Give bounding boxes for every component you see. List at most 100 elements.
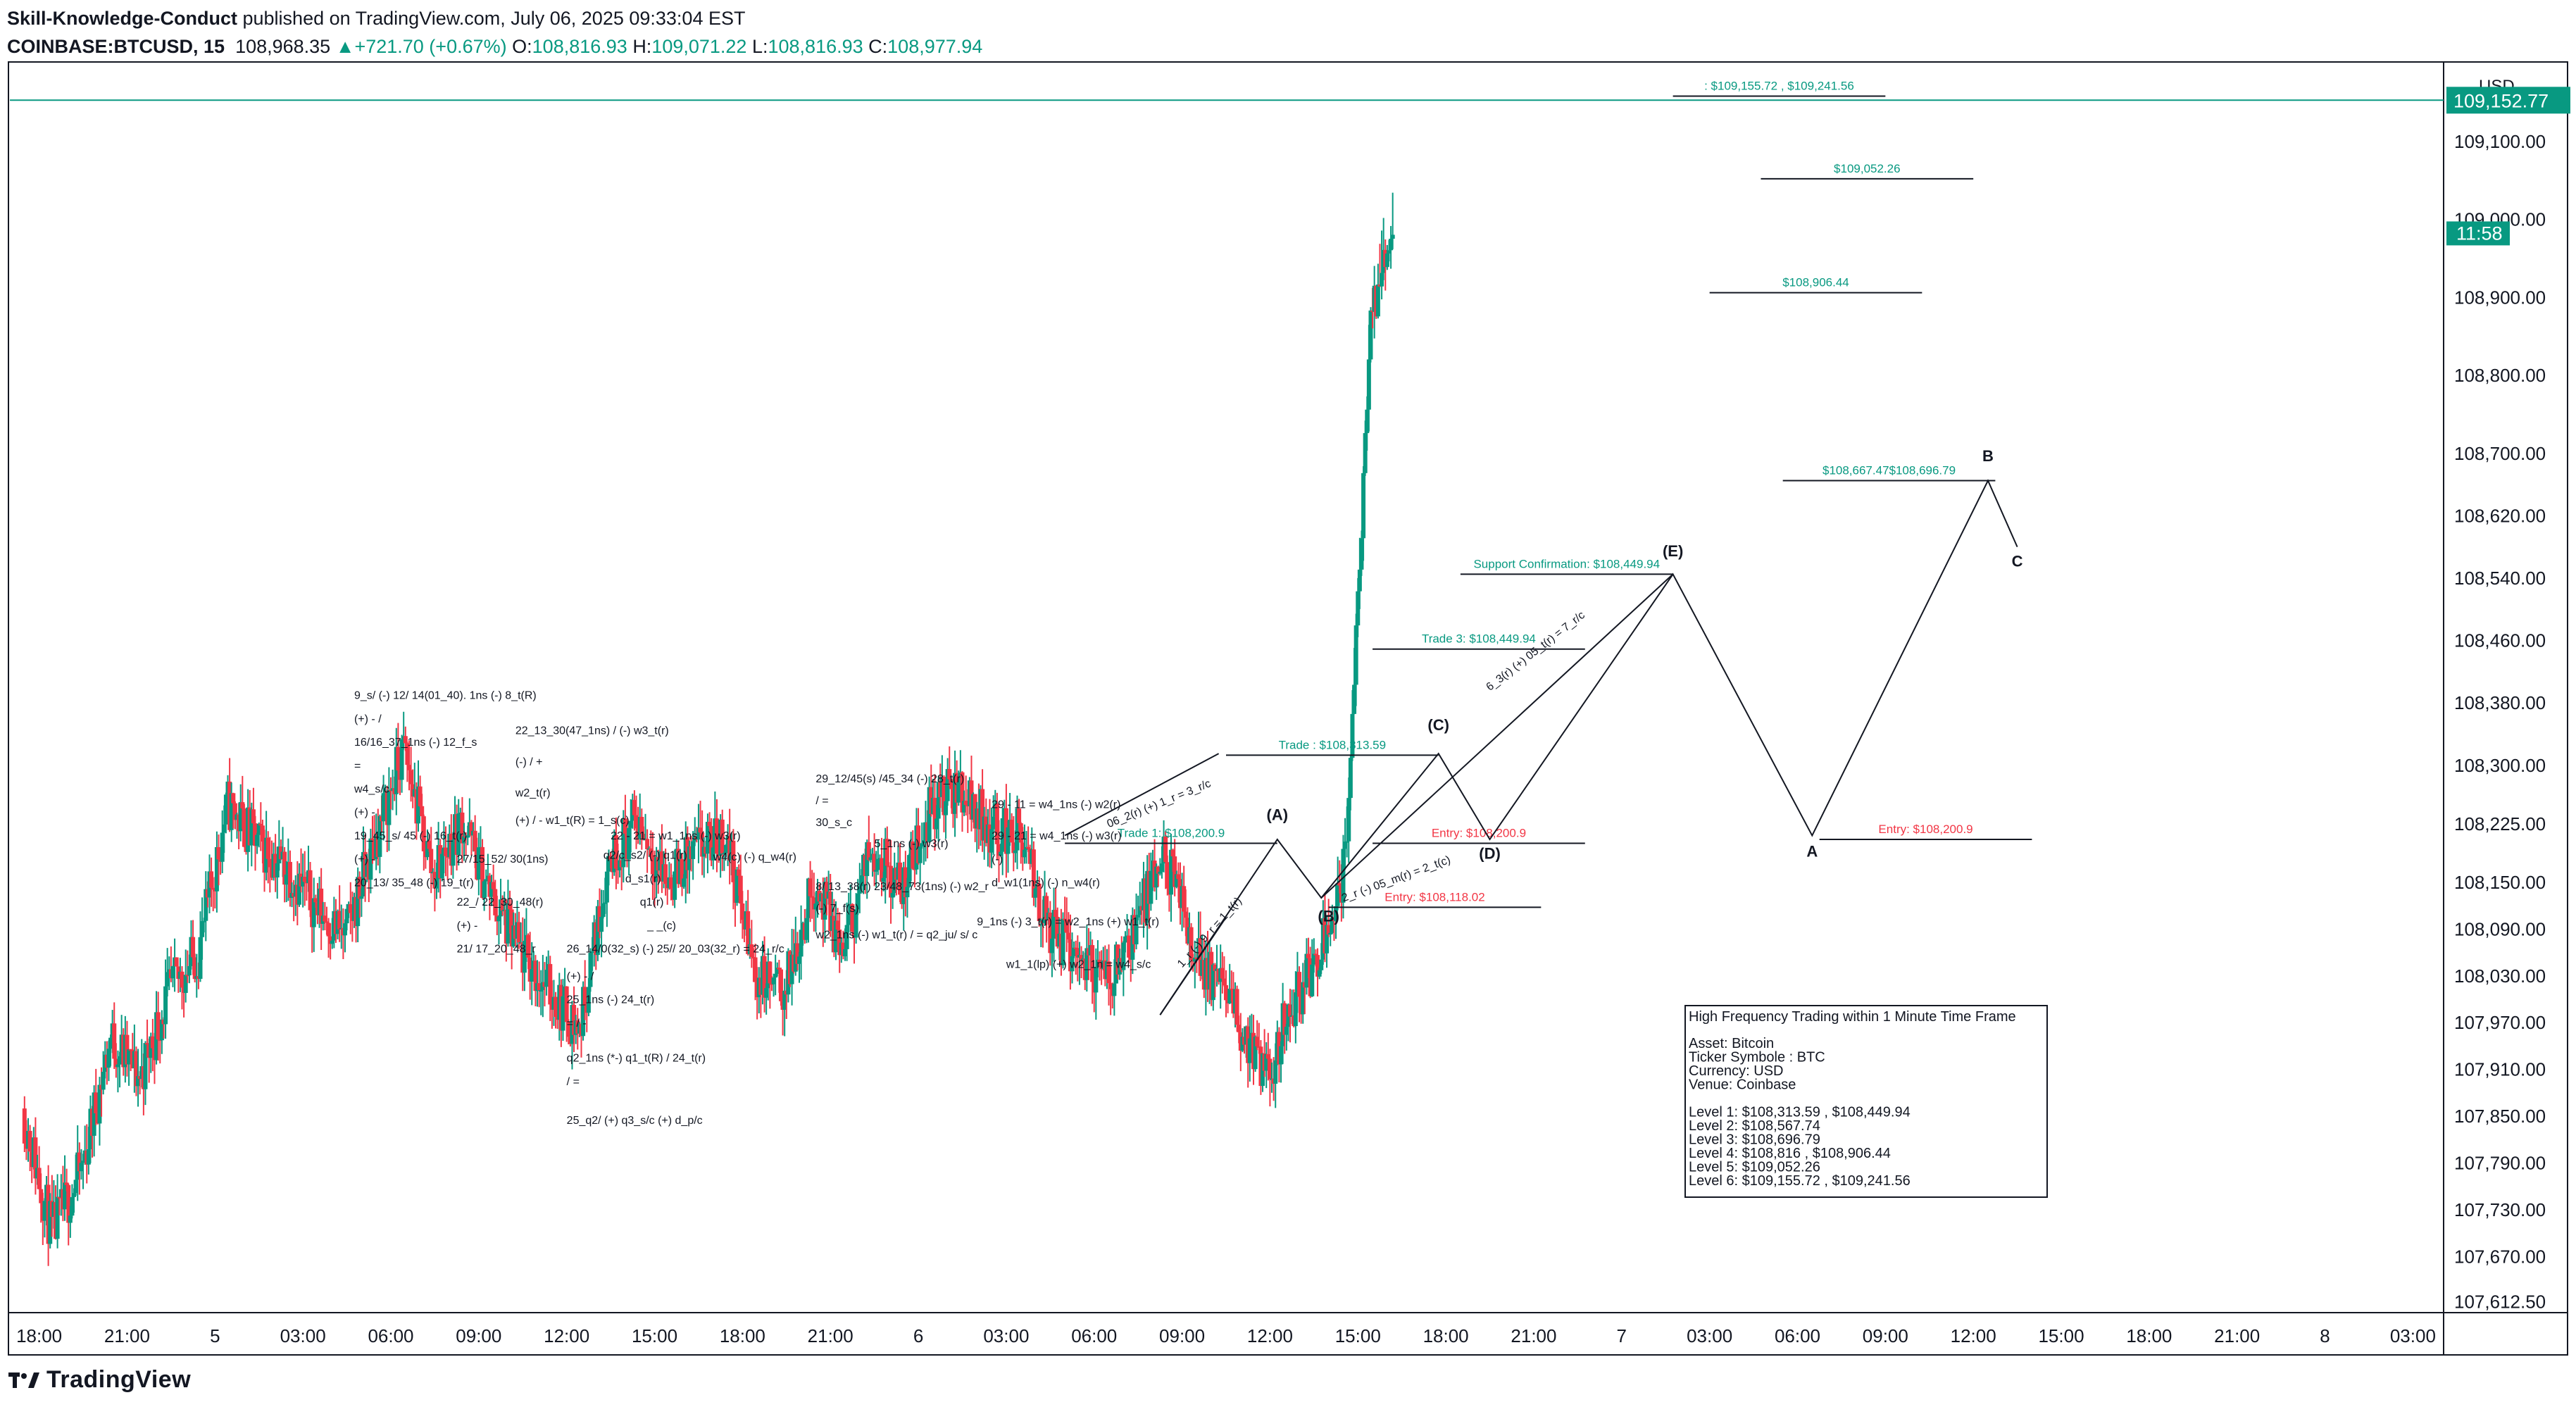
candle-body bbox=[1123, 936, 1127, 943]
candle-body bbox=[764, 988, 769, 998]
candle-body bbox=[249, 809, 254, 846]
candle-body bbox=[198, 937, 203, 979]
candle-body bbox=[720, 819, 725, 853]
candle-body bbox=[311, 898, 316, 927]
time-axis[interactable]: 18:00 21:00 5 03:00 06:00 09:00 12:00 15:00 18:0… bbox=[16, 1325, 2436, 1346]
candle-body bbox=[231, 793, 236, 803]
candle-body bbox=[258, 823, 263, 826]
candle-body bbox=[491, 882, 496, 889]
chart-annotation: / = bbox=[567, 1076, 580, 1088]
candle-body bbox=[1279, 1046, 1284, 1065]
time-tick-label: 21:00 bbox=[808, 1325, 854, 1346]
candle-body bbox=[462, 836, 467, 844]
time-tick-label: 5 bbox=[210, 1325, 220, 1346]
candle-body bbox=[1189, 927, 1194, 961]
candle-body bbox=[63, 1182, 68, 1210]
candle-body bbox=[799, 930, 804, 957]
level-label: $108,906.44 bbox=[1782, 276, 1849, 289]
publisher-name[interactable]: Skill-Knowledge-Conduct bbox=[7, 8, 237, 29]
candle-body bbox=[500, 899, 505, 911]
candle-body bbox=[1158, 871, 1163, 874]
time-tick-label: 21:00 bbox=[2214, 1325, 2260, 1346]
level-label: Trade 1: $108,200.9 bbox=[1118, 827, 1225, 840]
tradingview-logo-text: TradingView bbox=[46, 1366, 192, 1393]
candle-body bbox=[911, 841, 915, 869]
candle-body bbox=[828, 892, 833, 931]
candle-body bbox=[1055, 916, 1060, 947]
candle-body bbox=[403, 736, 408, 744]
candle-body bbox=[956, 782, 961, 803]
candle-body bbox=[1348, 758, 1353, 799]
candle-body bbox=[282, 851, 287, 885]
chart-annotation: (+) - bbox=[354, 807, 375, 819]
candle-body bbox=[825, 882, 830, 899]
candle-body bbox=[260, 825, 265, 842]
candle-body bbox=[1159, 863, 1164, 872]
candle-body bbox=[854, 909, 858, 938]
candle-body bbox=[1365, 409, 1370, 434]
candle-body bbox=[1304, 953, 1309, 988]
price-tick-label: 108,225.00 bbox=[2454, 813, 2546, 834]
candle-body bbox=[192, 957, 197, 980]
candle-body bbox=[691, 841, 696, 859]
time-tick-label: 21:00 bbox=[104, 1325, 150, 1346]
candle-body bbox=[1079, 955, 1084, 961]
symbol-label[interactable]: COINBASE:BTCUSD, 15 bbox=[7, 36, 225, 57]
candle-body bbox=[989, 829, 994, 853]
candle-body bbox=[892, 868, 897, 894]
candle-body bbox=[1265, 1053, 1270, 1059]
candle-body bbox=[1011, 842, 1016, 853]
candle-body bbox=[1350, 713, 1355, 758]
candle-body bbox=[709, 826, 714, 861]
time-tick-label: 12:00 bbox=[544, 1325, 589, 1346]
open-value: 108,816.93 bbox=[532, 36, 627, 57]
candle-body bbox=[118, 1056, 123, 1065]
candle-body bbox=[81, 1161, 86, 1163]
candle-body bbox=[934, 818, 939, 830]
time-tick-label: 03:00 bbox=[2390, 1325, 2436, 1346]
candle-body bbox=[496, 916, 501, 922]
chart-annotation: d_w1(1ns) (-) n_w4(r) bbox=[992, 877, 1100, 889]
candle-body bbox=[209, 871, 214, 888]
candle-body bbox=[907, 855, 912, 887]
chart-annotation: 30_s_c bbox=[815, 817, 852, 829]
candle-body bbox=[1134, 917, 1139, 944]
low-label: L: bbox=[751, 36, 768, 57]
candle-body bbox=[439, 853, 444, 879]
candle-body bbox=[92, 1092, 96, 1136]
candle-body bbox=[229, 793, 234, 830]
candle-body bbox=[880, 858, 884, 882]
price-tick-label: 107,910.00 bbox=[2454, 1059, 2546, 1080]
close-value: 108,977.94 bbox=[887, 36, 983, 57]
price-axis[interactable]: 109,100.00109,000.00108,900.00108,800.00… bbox=[10, 87, 2570, 1313]
candle-body bbox=[1170, 849, 1175, 857]
candle-body bbox=[72, 1193, 77, 1197]
candle-body bbox=[1330, 918, 1334, 933]
candle-body bbox=[1090, 945, 1095, 982]
info-box bbox=[1684, 1005, 2048, 1198]
candle-body bbox=[216, 846, 221, 860]
price-tick-label: 108,150.00 bbox=[2454, 872, 2546, 893]
candle-body bbox=[526, 934, 531, 958]
candle-body bbox=[561, 996, 565, 1031]
candle-body bbox=[115, 1064, 120, 1068]
time-tick-label: 8 bbox=[2320, 1325, 2330, 1346]
candle-body bbox=[165, 972, 170, 987]
tradingview-logo[interactable]: TradingView bbox=[8, 1366, 191, 1394]
candle-body bbox=[1334, 906, 1339, 922]
candle-body bbox=[1301, 982, 1306, 1015]
candle-body bbox=[1009, 820, 1014, 843]
candle-body bbox=[548, 963, 553, 1005]
candle-body bbox=[22, 1108, 27, 1144]
time-tick-label: 18:00 bbox=[2126, 1325, 2172, 1346]
last-price-tag-text: 109,152.77 bbox=[2453, 90, 2549, 111]
price-tick-label: 108,900.00 bbox=[2454, 287, 2546, 308]
candle-body bbox=[753, 957, 758, 982]
candle-body bbox=[265, 837, 270, 859]
candle-body bbox=[850, 903, 855, 932]
chart-annotation: w2_1ns (-) w1_t(r) / = q2_ju/ s/ c bbox=[815, 930, 977, 942]
overlay-layer: : $109,155.72 , $109,241.56 $109,052.26 $1… bbox=[354, 80, 2048, 1198]
chart-annotation: w2_t(r) bbox=[515, 787, 551, 799]
candle-body bbox=[804, 918, 809, 940]
